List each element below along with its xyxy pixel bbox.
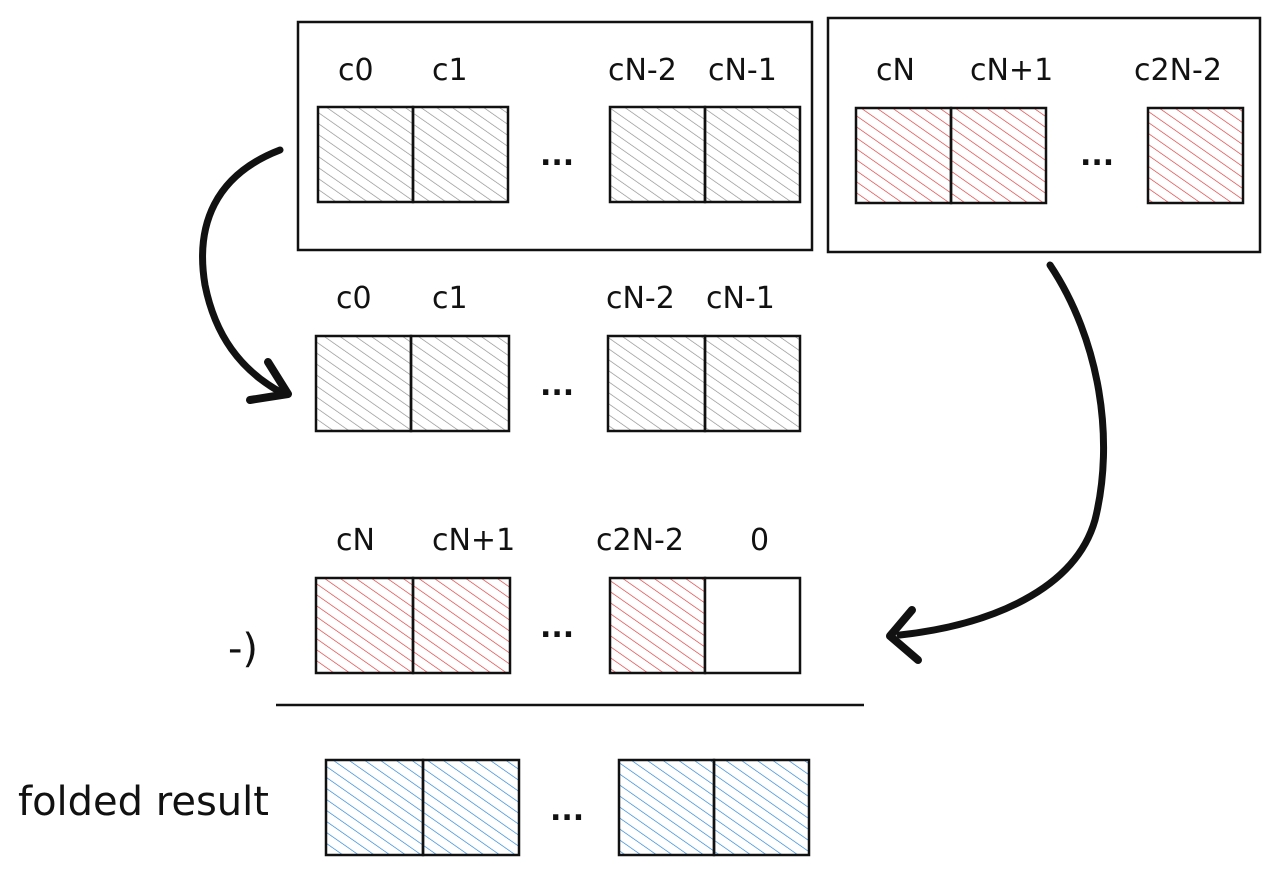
arrow-low-to-copy-head bbox=[246, 358, 292, 404]
label-c2N-2-top: c2N-2 bbox=[1134, 53, 1222, 88]
cell-cN+1-shift bbox=[411, 576, 512, 675]
cell-result-2 bbox=[617, 758, 716, 857]
cell-cN-2-copy bbox=[606, 334, 707, 433]
cell-c2N-2-shift bbox=[608, 576, 707, 675]
label-cN-top: cN bbox=[876, 53, 915, 88]
ellipsis-copy: ... bbox=[540, 368, 574, 403]
cell-c1-copy bbox=[409, 334, 511, 433]
cell-c2N-2-top bbox=[1146, 106, 1245, 205]
cell-result-0 bbox=[324, 758, 425, 857]
label-cN-1-copy: cN-1 bbox=[706, 281, 775, 316]
ellipsis-top-high: ... bbox=[1080, 138, 1114, 173]
cell-cN-1-copy bbox=[703, 334, 802, 433]
minus-operator: -) bbox=[228, 626, 258, 672]
label-cN+1-shift: cN+1 bbox=[432, 523, 515, 558]
label-c0-copy: c0 bbox=[336, 281, 372, 316]
group-frame-low bbox=[296, 20, 814, 252]
cell-zero-shift bbox=[703, 576, 802, 675]
cell-result-1 bbox=[421, 758, 521, 857]
result-label: folded result bbox=[18, 779, 269, 825]
cell-cN-2-top bbox=[608, 105, 707, 204]
cell-c0-top bbox=[316, 105, 415, 204]
label-cN+1-top: cN+1 bbox=[970, 53, 1053, 88]
label-cN-1-top: cN-1 bbox=[708, 53, 777, 88]
cell-cN-1-top bbox=[703, 105, 802, 204]
label-c1-copy: c1 bbox=[432, 281, 468, 316]
cell-cN+1-top bbox=[949, 106, 1048, 205]
label-c1-top: c1 bbox=[432, 53, 468, 88]
label-cN-2-copy: cN-2 bbox=[606, 281, 675, 316]
arrow-high-to-shifted bbox=[896, 261, 1108, 639]
ellipsis-shift: ... bbox=[540, 610, 574, 645]
cell-cN-shift bbox=[314, 576, 415, 675]
label-cN-2-top: cN-2 bbox=[608, 53, 677, 88]
label-c2N-2-shift: c2N-2 bbox=[596, 523, 684, 558]
label-c0-top: c0 bbox=[338, 53, 374, 88]
ellipsis-top-low: ... bbox=[540, 138, 574, 173]
cell-c1-top bbox=[411, 105, 510, 204]
label-zero-shift: 0 bbox=[750, 523, 769, 558]
cell-cN-top bbox=[854, 106, 953, 205]
ellipsis-result: ... bbox=[550, 793, 584, 828]
arrow-high-to-shifted-head bbox=[886, 606, 922, 664]
cell-c0-copy bbox=[314, 334, 413, 433]
cell-result-3 bbox=[712, 758, 811, 857]
group-frame-high bbox=[826, 16, 1262, 254]
arrow-low-to-copy bbox=[199, 146, 286, 397]
label-cN-shift: cN bbox=[336, 523, 375, 558]
